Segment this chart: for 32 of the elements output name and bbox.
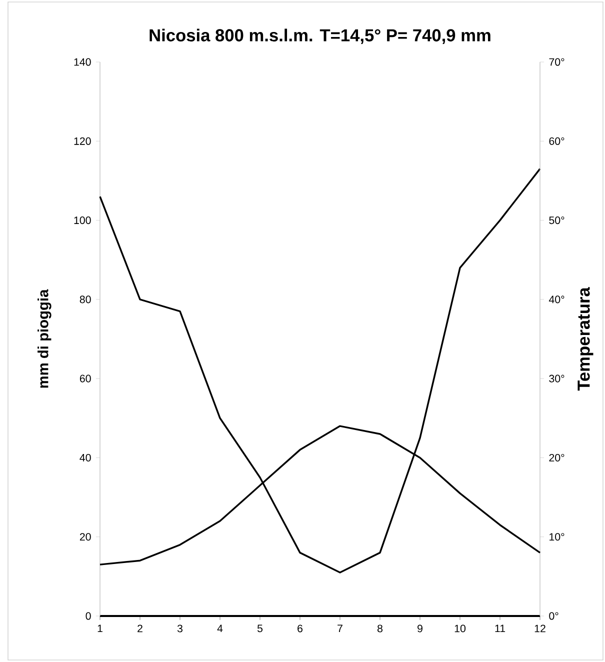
y-tick-label: 40 xyxy=(80,454,91,462)
y-axis-title: mm di pioggia xyxy=(38,289,52,388)
x-tick-label: 4 xyxy=(217,624,223,632)
y-tick-label: 0 xyxy=(86,612,91,620)
x-tick-label: 11 xyxy=(495,624,506,632)
x-tick-label: 10 xyxy=(454,624,466,632)
y2-tick-label: 60° xyxy=(549,137,564,145)
y2-tick-label: 70° xyxy=(549,58,564,66)
x-tick-label: 5 xyxy=(257,624,263,632)
y2-tick-label: 30° xyxy=(549,374,564,382)
x-tick-label: 2 xyxy=(138,624,142,632)
x-tick-label: 3 xyxy=(177,624,182,632)
y2-tick-label: 40° xyxy=(548,296,564,304)
x-tick-label: 8 xyxy=(377,624,382,632)
x-tick-label: 9 xyxy=(418,624,422,632)
chart-title: Nicosia 800 m.s.l.m. T=14,5° P= 740,9 mm xyxy=(150,28,490,44)
x-tick-label: 7 xyxy=(338,624,342,632)
x-tick-label: 1 xyxy=(98,624,102,632)
x-tick-label: 12 xyxy=(534,624,546,632)
y-tick-label: 80 xyxy=(80,296,91,304)
y-tick-label: 60 xyxy=(80,374,91,382)
y2-tick-label: 10° xyxy=(550,533,564,541)
y2-tick-label: 20° xyxy=(549,454,564,462)
y2-tick-label: 0° xyxy=(549,612,558,620)
y2-tick-label: 50° xyxy=(549,216,564,224)
line-series xyxy=(99,168,541,574)
y-tick-label: 100 xyxy=(74,216,91,224)
x-tick-label: 6 xyxy=(298,624,302,632)
y-tick-label: 140 xyxy=(74,58,91,66)
y2-axis-title: Temperatura xyxy=(578,287,594,391)
y-tick-label: 20 xyxy=(80,533,91,541)
y-tick-label: 120 xyxy=(74,137,91,145)
